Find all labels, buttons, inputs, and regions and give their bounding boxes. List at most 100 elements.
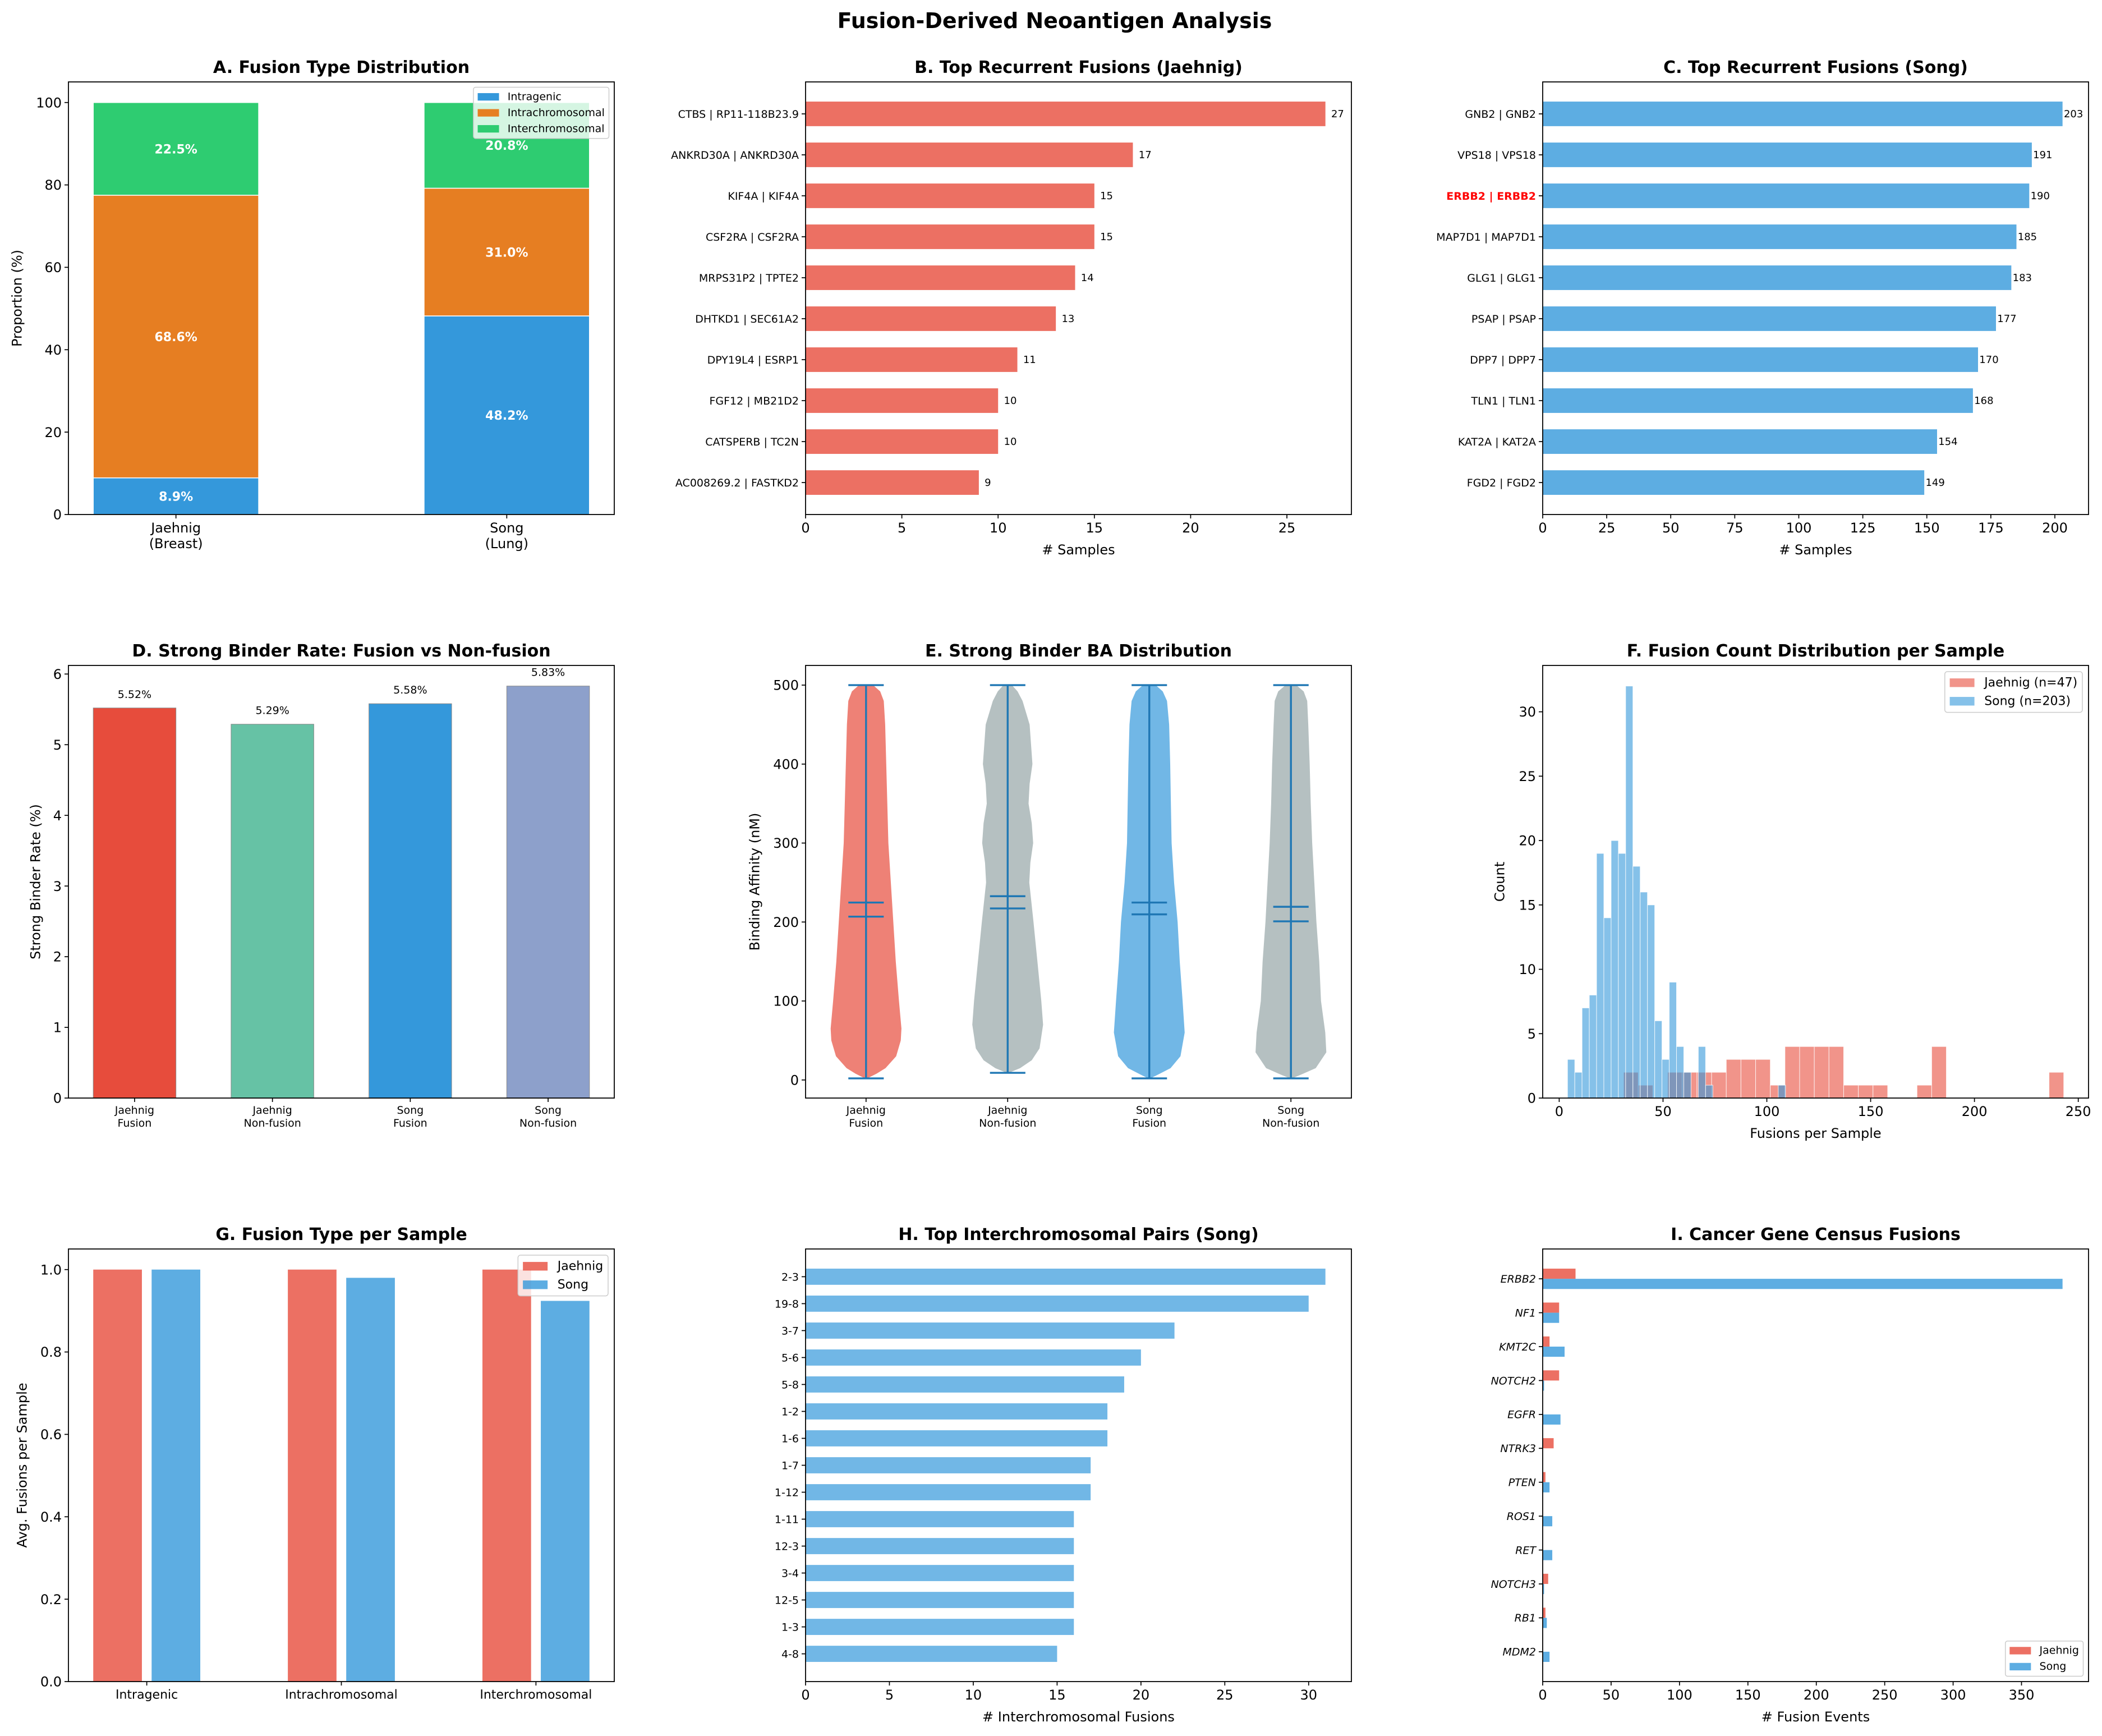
bar-song (1543, 1482, 1550, 1492)
bar-song (1543, 1651, 1550, 1662)
bar-song (1543, 1583, 1544, 1595)
x-tick-label: 50 (1662, 520, 1680, 536)
y-tick-label: 0 (1528, 1091, 1536, 1106)
y-tick-label: KAT2A | KAT2A (1458, 436, 1536, 448)
bar-jaehnig (1543, 1336, 1550, 1347)
legend-label: Intragenic (508, 90, 562, 103)
x-tick-label: 50 (1654, 1104, 1672, 1119)
x-tick-label: Jaehnig (846, 1104, 886, 1117)
legend: Jaehnig Song (517, 1255, 609, 1297)
x-tick-label: (Breast) (149, 536, 203, 552)
bar-value-label: 9 (985, 477, 991, 489)
bar (806, 1403, 1108, 1420)
histogram-bar (1814, 1046, 1829, 1099)
bar-value-label: 190 (2031, 190, 2050, 202)
x-tick-label: 100 (1667, 1687, 1692, 1703)
y-tick-label: GLG1 | GLG1 (1467, 272, 1536, 284)
bar-jaehnig (288, 1269, 337, 1682)
y-axis-label: Count (1492, 862, 1507, 902)
panel-title: H. Top Interchromosomal Pairs (Song) (898, 1225, 1258, 1244)
bar (231, 724, 314, 1099)
bar-segment-intrachromosomal (424, 187, 590, 316)
x-tick-label: 175 (1978, 520, 2004, 536)
bar (1543, 388, 1973, 413)
panel-a: A. Fusion Type Distribution 8.9% 68.6% 22.5… (9, 58, 615, 552)
x-tick-label: 25 (1598, 520, 1616, 536)
legend-swatch (2009, 1647, 2031, 1655)
y-tick-label: MAP7D1 | MAP7D1 (1436, 231, 1536, 244)
bar (806, 1430, 1108, 1446)
bar-segment-intrachromosomal (93, 195, 259, 479)
x-tick-label: 5 (885, 1687, 894, 1703)
bar-jaehnig (482, 1269, 531, 1682)
plot-area (830, 684, 1327, 1080)
y-tick-label: 200 (773, 915, 799, 930)
bar (506, 686, 590, 1099)
bar-jaehnig (1543, 1472, 1546, 1482)
bar (1543, 347, 1979, 372)
y-tick-label: KMT2C (1499, 1341, 1537, 1353)
histogram-bar (1931, 1046, 1947, 1099)
y-tick-label: 1-3 (781, 1621, 799, 1633)
histogram-bar (1589, 994, 1597, 1099)
legend-label: Song (n=203) (1984, 694, 2071, 708)
bar-value-label: 15 (1100, 190, 1113, 202)
plot-area (1567, 686, 2064, 1099)
panel-g: G. Fusion Type per Sample 0.0 0.2 0.4 0.6 0.8… (14, 1225, 615, 1702)
histogram-bar (1705, 1085, 1713, 1099)
y-tick-label: FGF12 | MB21D2 (709, 395, 799, 407)
panel-title: D. Strong Binder Rate: Fusion vs Non-fus… (132, 641, 550, 661)
histogram-bar (1574, 1072, 1583, 1099)
histogram-bar (1711, 1072, 1727, 1099)
bar (806, 306, 1056, 331)
legend-frame (473, 86, 610, 139)
y-tick-label: 5-6 (781, 1352, 799, 1364)
legend-label: Intrachromosomal (508, 107, 605, 119)
bar-value-label: 27 (1331, 108, 1344, 120)
bar-song (1543, 1516, 1553, 1527)
legend: Jaehnig Song (2004, 1641, 2084, 1677)
y-axis-label: Binding Affinity (nM) (747, 813, 762, 951)
x-tick-label: 20 (1182, 520, 1199, 536)
bar (806, 1269, 1326, 1285)
x-tick-label: Fusion (849, 1117, 883, 1129)
x-tick-label: (Lung) (485, 536, 528, 552)
panel-e: E. Strong Binder BA Distribution 0 100 200 3… (747, 641, 1352, 1129)
histogram-bar (1778, 1085, 1786, 1099)
bar-jaehnig (1543, 1438, 1554, 1449)
histogram-bar (1828, 1046, 1844, 1099)
y-tick-label: MDM2 (1502, 1646, 1536, 1659)
y-tick-label: CATSPERB | TC2N (705, 436, 799, 448)
y-tick-label: 100 (36, 95, 62, 111)
y-tick-label: FGD2 | FGD2 (1467, 477, 1536, 489)
y-tick-label: 2-3 (781, 1271, 799, 1283)
x-tick-label: 20 (1133, 1687, 1150, 1703)
bar (369, 703, 452, 1099)
x-tick-label: Song (397, 1104, 424, 1117)
x-axis-label: # Samples (1042, 542, 1115, 558)
y-tick-label: 0.0 (40, 1674, 62, 1690)
x-tick-label: 200 (1804, 1687, 1829, 1703)
y-tick-label: DPP7 | DPP7 (1470, 354, 1536, 366)
histogram-bar (1683, 1072, 1691, 1099)
x-tick-label: 125 (1850, 520, 1876, 536)
bar-value-label: 185 (2018, 231, 2037, 243)
histogram-bar (1755, 1059, 1771, 1099)
y-tick-label: 19-8 (775, 1298, 799, 1310)
y-tick-label: 1.0 (40, 1262, 62, 1278)
bar-song (1543, 1347, 1565, 1357)
y-tick-label: MRPS31P2 | TPTE2 (699, 272, 799, 284)
y-tick-label: 1-12 (775, 1486, 799, 1499)
figure-title: Fusion-Derived Neoantigen Analysis (838, 8, 1272, 33)
x-tick-label: 50 (1603, 1687, 1620, 1703)
x-tick-label: Fusion (1132, 1117, 1166, 1129)
legend-label: Interchromosomal (508, 122, 605, 135)
y-tick-label: 1-6 (781, 1432, 799, 1445)
histogram-bar (1784, 1046, 1800, 1099)
bar-value-label: 15 (1100, 231, 1113, 243)
plot-area (806, 1269, 1326, 1662)
panel-h: H. Top Interchromosomal Pairs (Song) 0 5 10… (775, 1225, 1352, 1725)
x-tick-label: 200 (2042, 520, 2068, 536)
bar (806, 1619, 1074, 1635)
x-tick-label: 150 (1858, 1104, 1884, 1119)
